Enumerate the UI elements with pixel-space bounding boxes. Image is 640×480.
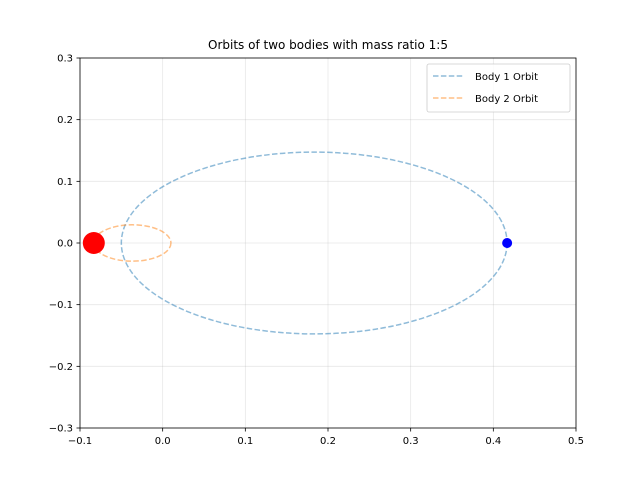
x-tick-label: 0.2: [320, 436, 336, 447]
y-tick-label: −0.2: [49, 362, 73, 373]
legend-label-body-1: Body 1 Orbit: [475, 72, 538, 83]
axis-ticks: −0.1 0.0 0.1 0.2 0.3 0.4 0.5 −0.3 −0.2 −0.1 0.0 0.1…: [49, 54, 584, 448]
y-tick-label: 0.3: [57, 54, 73, 65]
legend-box: [426, 63, 571, 113]
y-tick-label: 0.0: [57, 239, 73, 250]
y-tick-label: 0.2: [57, 115, 73, 126]
x-tick-label: −0.1: [68, 436, 92, 447]
x-tick-label: 0.1: [237, 436, 253, 447]
body-2-marker: [82, 232, 105, 254]
series-layer: [82, 151, 513, 335]
legend: Body 1 Orbit Body 2 Orbit: [426, 63, 571, 113]
x-tick-label: 0.4: [485, 436, 501, 447]
body-1-marker: [502, 238, 513, 248]
legend-label-body-2: Body 2 Orbit: [475, 94, 538, 105]
y-tick-label: −0.1: [49, 300, 73, 311]
chart-title: Orbits of two bodies with mass ratio 1:5: [208, 38, 448, 52]
x-tick-label: 0.5: [568, 436, 584, 447]
x-tick-label: 0.3: [403, 436, 419, 447]
y-tick-label: 0.1: [57, 177, 73, 188]
y-tick-label: −0.3: [49, 424, 73, 435]
x-tick-label: 0.0: [155, 436, 171, 447]
